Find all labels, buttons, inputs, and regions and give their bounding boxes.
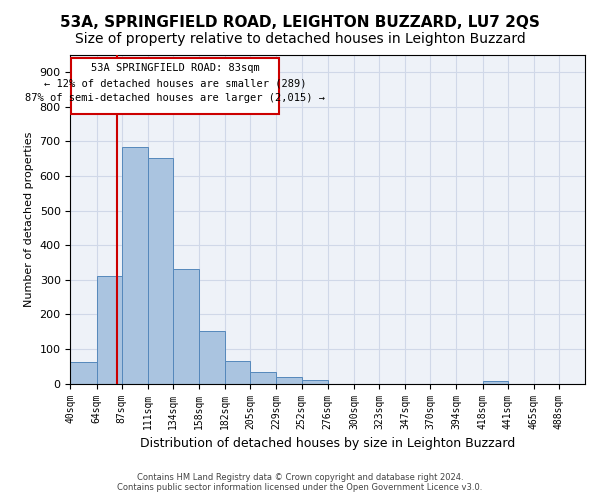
Bar — [173, 269, 199, 384]
Bar — [122, 146, 148, 384]
Text: 53A SPRINGFIELD ROAD: 83sqm: 53A SPRINGFIELD ROAD: 83sqm — [91, 63, 259, 73]
Bar — [97, 276, 122, 384]
Bar — [482, 381, 508, 384]
FancyBboxPatch shape — [71, 58, 279, 114]
Y-axis label: Number of detached properties: Number of detached properties — [24, 132, 34, 307]
Text: Size of property relative to detached houses in Leighton Buzzard: Size of property relative to detached ho… — [74, 32, 526, 46]
Bar — [250, 372, 277, 384]
X-axis label: Distribution of detached houses by size in Leighton Buzzard: Distribution of detached houses by size … — [140, 437, 515, 450]
Bar — [225, 361, 250, 384]
Bar — [199, 331, 225, 384]
Text: 87% of semi-detached houses are larger (2,015) →: 87% of semi-detached houses are larger (… — [25, 93, 325, 103]
Text: ← 12% of detached houses are smaller (289): ← 12% of detached houses are smaller (28… — [44, 78, 307, 88]
Text: 53A, SPRINGFIELD ROAD, LEIGHTON BUZZARD, LU7 2QS: 53A, SPRINGFIELD ROAD, LEIGHTON BUZZARD,… — [60, 15, 540, 30]
Bar — [277, 377, 302, 384]
Bar — [148, 158, 173, 384]
Bar — [302, 380, 328, 384]
Text: Contains HM Land Registry data © Crown copyright and database right 2024.
Contai: Contains HM Land Registry data © Crown c… — [118, 473, 482, 492]
Bar — [70, 362, 97, 384]
